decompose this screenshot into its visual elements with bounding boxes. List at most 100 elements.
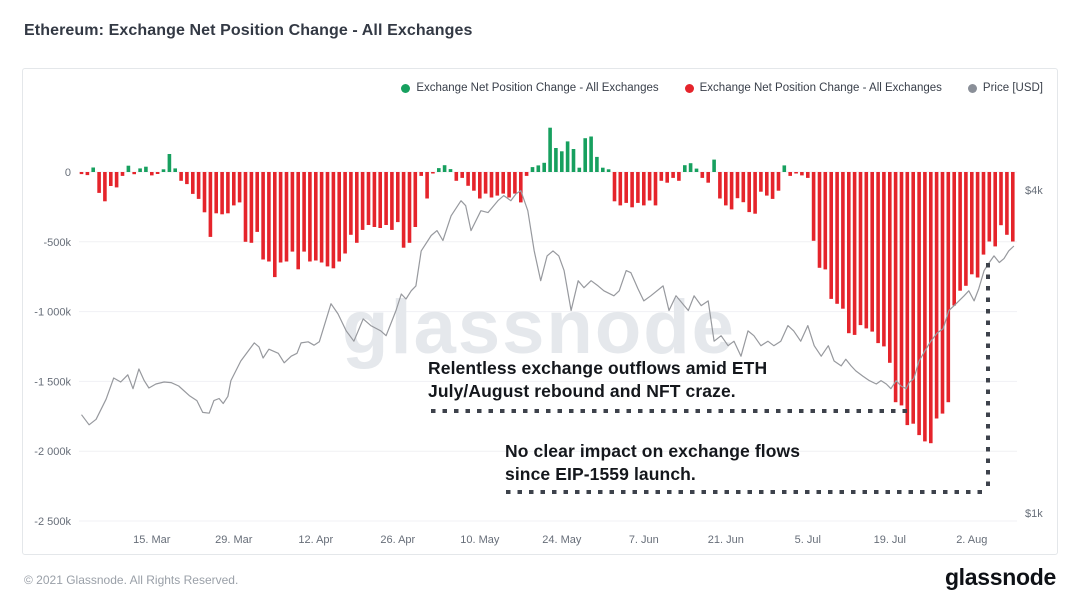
bar-outflow[interactable] — [431, 172, 435, 174]
bar-outflow[interactable] — [349, 172, 353, 235]
bar-inflow[interactable] — [167, 154, 172, 172]
bar-outflow[interactable] — [79, 172, 84, 175]
bar-outflow[interactable] — [109, 172, 113, 186]
bar-outflow[interactable] — [905, 172, 910, 426]
bar-outflow[interactable] — [700, 172, 705, 178]
bar-outflow[interactable] — [811, 172, 816, 241]
bar-outflow[interactable] — [718, 172, 722, 199]
bar-outflow[interactable] — [653, 172, 658, 206]
bar-inflow[interactable] — [138, 168, 142, 172]
bar-inflow[interactable] — [606, 169, 611, 172]
bar-outflow[interactable] — [337, 172, 341, 262]
bar-outflow[interactable] — [214, 172, 218, 214]
bar-outflow[interactable] — [296, 172, 300, 270]
legend-item-price-usd[interactable]: Price [USD] — [967, 82, 1043, 94]
bar-outflow[interactable] — [806, 172, 810, 178]
bar-outflow[interactable] — [747, 172, 751, 213]
bar-inflow[interactable] — [601, 167, 605, 172]
bar-inflow[interactable] — [161, 169, 166, 172]
bar-inflow[interactable] — [173, 168, 177, 172]
bar-outflow[interactable] — [314, 172, 318, 261]
bar-inflow[interactable] — [126, 165, 131, 172]
bar-outflow[interactable] — [472, 172, 476, 191]
bar-outflow[interactable] — [624, 172, 628, 203]
bar-outflow[interactable] — [407, 172, 412, 243]
bar-outflow[interactable] — [888, 172, 892, 363]
bar-inflow[interactable] — [688, 163, 693, 172]
bar-outflow[interactable] — [155, 172, 160, 174]
bar-outflow[interactable] — [390, 172, 394, 230]
bar-inflow[interactable] — [565, 141, 570, 172]
bar-inflow[interactable] — [442, 165, 447, 172]
bar-inflow[interactable] — [577, 167, 582, 172]
net-position-bars[interactable] — [79, 127, 1015, 444]
legend-item-net-position-outflow[interactable]: Exchange Net Position Change - All Excha… — [684, 82, 942, 94]
bar-inflow[interactable] — [548, 127, 552, 172]
bar-outflow[interactable] — [132, 172, 136, 175]
bar-outflow[interactable] — [993, 172, 997, 247]
bar-outflow[interactable] — [208, 172, 213, 237]
bar-outflow[interactable] — [770, 172, 775, 199]
bar-inflow[interactable] — [536, 165, 541, 172]
bar-inflow[interactable] — [530, 167, 535, 172]
bar-outflow[interactable] — [478, 172, 482, 199]
bar-outflow[interactable] — [255, 172, 259, 232]
bar-outflow[interactable] — [524, 172, 529, 176]
bar-outflow[interactable] — [882, 172, 886, 347]
chart-plot-area[interactable]: glassnode 0 -500k -1 000k -1 500k -2 000k -2 5… — [23, 69, 1057, 554]
bar-outflow[interactable] — [958, 172, 962, 291]
bar-outflow[interactable] — [829, 172, 833, 299]
bar-outflow[interactable] — [929, 172, 933, 444]
bar-outflow[interactable] — [278, 172, 283, 263]
bar-outflow[interactable] — [249, 172, 254, 243]
bar-outflow[interactable] — [85, 172, 90, 176]
bar-outflow[interactable] — [671, 172, 675, 178]
bar-outflow[interactable] — [724, 172, 728, 206]
bar-inflow[interactable] — [683, 165, 687, 172]
bar-outflow[interactable] — [401, 172, 406, 248]
bar-outflow[interactable] — [893, 172, 898, 403]
bar-outflow[interactable] — [419, 172, 423, 176]
bar-outflow[interactable] — [841, 172, 845, 309]
bar-outflow[interactable] — [319, 172, 324, 263]
bar-outflow[interactable] — [964, 172, 968, 286]
legend-item-net-position-inflow[interactable]: Exchange Net Position Change - All Excha… — [401, 82, 659, 94]
bar-outflow[interactable] — [823, 172, 828, 270]
bar-outflow[interactable] — [970, 172, 974, 275]
bar-outflow[interactable] — [1011, 172, 1015, 242]
bar-inflow[interactable] — [589, 136, 593, 173]
bar-outflow[interactable] — [489, 172, 494, 198]
bar-outflow[interactable] — [513, 172, 517, 194]
bar-outflow[interactable] — [987, 172, 992, 242]
bar-outflow[interactable] — [284, 172, 289, 262]
bar-outflow[interactable] — [981, 172, 986, 255]
bar-outflow[interactable] — [150, 172, 154, 176]
bar-outflow[interactable] — [343, 172, 347, 254]
bar-inflow[interactable] — [560, 151, 564, 172]
bar-outflow[interactable] — [852, 172, 857, 335]
bar-outflow[interactable] — [636, 172, 640, 203]
bar-outflow[interactable] — [519, 172, 523, 203]
bar-outflow[interactable] — [753, 172, 757, 214]
bar-outflow[interactable] — [612, 172, 617, 202]
bar-outflow[interactable] — [923, 172, 927, 442]
bar-outflow[interactable] — [911, 172, 915, 424]
bar-outflow[interactable] — [858, 172, 863, 326]
bar-outflow[interactable] — [273, 172, 277, 278]
bar-inflow[interactable] — [554, 148, 558, 172]
bar-inflow[interactable] — [583, 138, 587, 172]
price-line[interactable] — [81, 190, 1015, 426]
bar-outflow[interactable] — [618, 172, 623, 206]
bar-outflow[interactable] — [835, 172, 839, 304]
bar-outflow[interactable] — [800, 172, 804, 176]
bar-outflow[interactable] — [759, 172, 763, 192]
bar-outflow[interactable] — [308, 172, 312, 262]
bar-inflow[interactable] — [448, 169, 453, 172]
bar-inflow[interactable] — [595, 156, 599, 172]
bar-inflow[interactable] — [91, 167, 95, 173]
bar-outflow[interactable] — [776, 172, 781, 191]
bar-outflow[interactable] — [706, 172, 710, 183]
bar-outflow[interactable] — [425, 172, 429, 199]
bar-outflow[interactable] — [495, 172, 500, 196]
bar-outflow[interactable] — [642, 172, 646, 206]
